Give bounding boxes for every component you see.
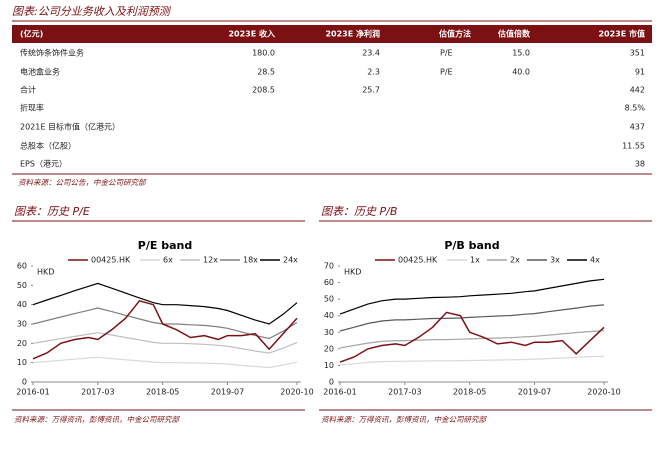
- table-cell: P/E: [440, 49, 453, 58]
- table-header-cell: 估值倍数: [497, 29, 531, 39]
- table-cell: 合计: [20, 85, 36, 95]
- chart-title: P/B band: [444, 239, 499, 252]
- y-tick-label: 30: [17, 320, 27, 329]
- table-cell: 40.0: [512, 68, 530, 77]
- x-tick-label: 2019-07: [211, 388, 244, 397]
- table-cell: 2021E 目标市值（亿港元）: [20, 122, 120, 132]
- table-cell: 442: [630, 86, 645, 95]
- table-cell: 351: [630, 49, 645, 58]
- series-line: [32, 307, 298, 340]
- table-cell: 23.4: [362, 49, 380, 58]
- series-line: [339, 278, 605, 315]
- table-cell: 28.5: [257, 68, 275, 77]
- y-tick-label: 50: [17, 281, 27, 290]
- legend-label: 2x: [510, 256, 520, 265]
- y-tick-label: 0: [22, 378, 27, 387]
- y-tick-label: 60: [324, 278, 334, 287]
- legend-label: 12x: [203, 256, 218, 265]
- y-tick-label: 60: [17, 262, 27, 271]
- series-line: [339, 355, 605, 366]
- table-cell: 91: [635, 68, 645, 77]
- table-cell: 15.0: [512, 49, 530, 58]
- chart-title: P/E band: [138, 239, 192, 252]
- series-line: [32, 332, 298, 354]
- legend-label: 00425.HK: [91, 256, 131, 265]
- x-tick-label: 2018-05: [453, 388, 486, 397]
- section-title: 图表：历史 P/B: [321, 205, 397, 218]
- table-header-cell: (亿元): [20, 29, 43, 39]
- table-cell: 38: [635, 160, 645, 169]
- table-cell: 208.5: [252, 86, 275, 95]
- y-tick-label: 40: [17, 300, 27, 309]
- table-cell: 11.55: [622, 142, 645, 151]
- y-tick-label: 0: [329, 378, 334, 387]
- table-cell: P/E: [440, 68, 453, 77]
- table-header-cell: 估值方法: [438, 29, 471, 39]
- series-line: [32, 299, 298, 360]
- legend-label: 1x: [470, 256, 480, 265]
- source: 资料来源：万得资讯，彭博资讯，中金公司研究部: [14, 415, 180, 424]
- series-line: [32, 282, 298, 325]
- series-line: [339, 311, 605, 363]
- table-header-cell: 2023E 市值: [598, 29, 645, 39]
- legend-label: 3x: [550, 256, 560, 265]
- table-cell: 总股本（亿股）: [20, 141, 76, 151]
- x-tick-label: 2020-10: [280, 388, 313, 397]
- legend-label: 6x: [163, 256, 173, 265]
- legend-label: 4x: [590, 256, 600, 265]
- y-tick-label: 70: [324, 262, 334, 271]
- legend-label: 18x: [243, 256, 258, 265]
- y-tick-label: 30: [324, 328, 334, 337]
- series-line: [339, 304, 605, 332]
- table-header-bg: [12, 25, 652, 43]
- table-cell: 电池盒业务: [20, 67, 60, 77]
- table-cell: EPS（港元）: [20, 159, 67, 169]
- y-tick-label: 40: [324, 311, 334, 320]
- legend-label: 24x: [283, 256, 298, 265]
- table-cell: 传统饰条饰件业务: [20, 48, 84, 58]
- y-tick-label: 10: [324, 361, 334, 370]
- table-cell: 折现率: [20, 103, 44, 113]
- x-tick-label: 2018-05: [146, 388, 179, 397]
- page-title: 图表:公司分业务收入及利润预测: [12, 5, 172, 18]
- table-header-cell: 2023E 收入: [228, 29, 275, 39]
- series-line: [339, 330, 605, 349]
- x-tick-label: 2016-01: [323, 388, 356, 397]
- table-cell: 25.7: [362, 86, 380, 95]
- legend-label: 00425.HK: [398, 256, 438, 265]
- y-unit: HKD: [37, 268, 54, 277]
- x-tick-label: 2017-03: [388, 388, 421, 397]
- x-tick-label: 2016-01: [16, 388, 49, 397]
- x-tick-label: 2017-03: [81, 388, 114, 397]
- section-title: 图表：历史 P/E: [14, 205, 90, 218]
- table-source: 资料来源：公司公告，中金公司研究部: [18, 178, 147, 187]
- table-cell: 8.5%: [625, 104, 646, 113]
- y-tick-label: 10: [17, 358, 27, 367]
- x-tick-label: 2020-10: [587, 388, 620, 397]
- table-header-cell: 2023E 净利润: [325, 29, 380, 39]
- y-tick-label: 20: [324, 344, 334, 353]
- series-line: [32, 356, 298, 369]
- source: 资料来源：万得资讯，彭博资讯，中金公司研究部: [321, 415, 487, 424]
- table-cell: 180.0: [252, 49, 275, 58]
- x-tick-label: 2019-07: [518, 388, 551, 397]
- y-tick-label: 50: [324, 295, 334, 304]
- y-unit: HKD: [344, 268, 361, 277]
- table-cell: 437: [630, 123, 645, 132]
- y-tick-label: 20: [17, 339, 27, 348]
- table-cell: 2.3: [367, 68, 380, 77]
